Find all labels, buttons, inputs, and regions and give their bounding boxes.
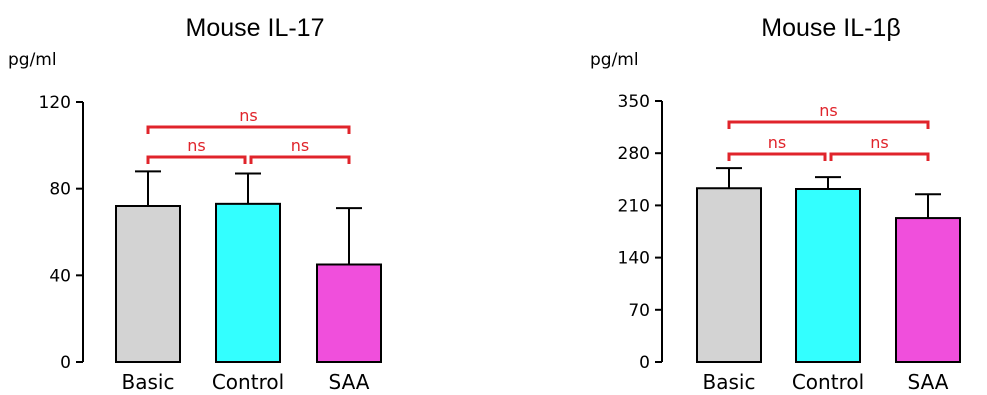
y-tick-label: 0 (639, 353, 650, 373)
x-category-label: Control (212, 370, 284, 394)
significance-bracket (146, 125, 351, 134)
chart-panel-il1b: Mouse IL-1β pg/ml 0 70 140 210 280 350 Basic Co… (590, 14, 961, 394)
y-tick-label: 280 (618, 144, 650, 164)
chart-title: Mouse IL-1β (761, 14, 900, 42)
bar-control (215, 202, 281, 363)
x-category-label: Basic (122, 370, 175, 394)
significance-label: ns (819, 101, 837, 120)
y-tick-label: 120 (39, 93, 71, 113)
y-tick-label: 350 (618, 92, 650, 112)
y-tick-label: 0 (60, 353, 71, 373)
chart-panel-il17: Mouse IL-17 pg/ml 0 40 80 120 Basic Control SA… (8, 14, 382, 394)
y-tick-label: 210 (618, 196, 650, 216)
y-tick-label: 40 (49, 266, 71, 286)
significance-label: ns (768, 133, 786, 152)
significance-bracket (727, 152, 827, 161)
significance-bracket (146, 155, 247, 164)
x-category-label: SAA (908, 370, 949, 394)
chart-title: Mouse IL-17 (186, 14, 325, 42)
significance-bracket (249, 155, 351, 164)
y-axis-unit-label: pg/ml (590, 50, 639, 70)
y-axis-unit-label: pg/ml (8, 50, 57, 70)
x-category-label: SAA (329, 370, 370, 394)
significance-bracket (727, 120, 930, 129)
x-category-label: Control (792, 370, 864, 394)
significance-label: ns (870, 133, 888, 152)
y-tick-label: 140 (618, 249, 650, 269)
significance-label: ns (291, 136, 309, 155)
x-category-label: Basic (703, 370, 756, 394)
bar-basic (115, 205, 181, 363)
significance-label: ns (239, 106, 257, 125)
bar-saa (316, 263, 382, 363)
bar-control (795, 187, 861, 363)
bar-saa (895, 217, 961, 363)
significance-label: ns (187, 136, 205, 155)
significance-bracket (829, 152, 930, 161)
y-tick-label: 70 (628, 301, 650, 321)
y-tick-label: 80 (49, 180, 71, 200)
bar-basic (696, 187, 762, 363)
